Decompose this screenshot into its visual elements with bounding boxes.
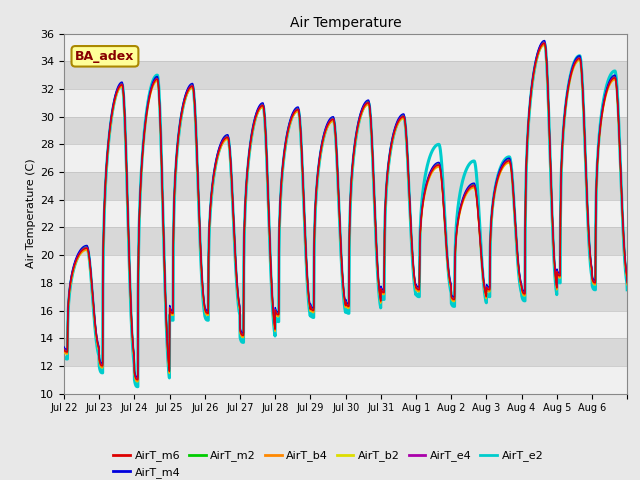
Y-axis label: Air Temperature (C): Air Temperature (C)	[26, 159, 36, 268]
Bar	[64, 338, 627, 366]
Text: BA_adex: BA_adex	[76, 50, 134, 63]
Bar	[64, 89, 627, 117]
Title: Air Temperature: Air Temperature	[290, 16, 401, 30]
Bar	[64, 255, 627, 283]
Bar	[64, 311, 627, 338]
Bar	[64, 200, 627, 228]
Bar	[64, 366, 627, 394]
Legend: AirT_m6, AirT_m4, AirT_m2, AirT_b4, AirT_b2, AirT_e4, AirT_e2: AirT_m6, AirT_m4, AirT_m2, AirT_b4, AirT…	[109, 446, 548, 480]
Bar	[64, 61, 627, 89]
Bar	[64, 144, 627, 172]
Bar	[64, 117, 627, 144]
Bar	[64, 283, 627, 311]
Bar	[64, 228, 627, 255]
Bar	[64, 172, 627, 200]
Bar	[64, 34, 627, 61]
